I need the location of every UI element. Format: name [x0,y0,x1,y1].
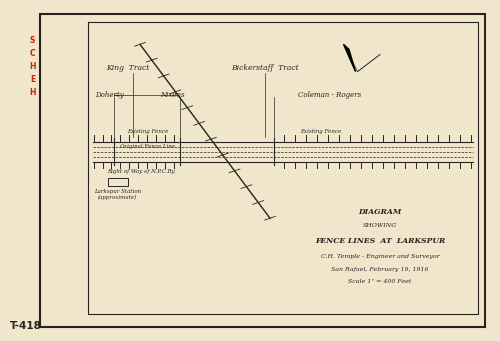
Text: Coleman - Rogers: Coleman - Rogers [298,91,362,100]
Text: H: H [29,62,36,71]
Text: T-418: T-418 [10,321,42,331]
Bar [108,178,128,186]
Text: SHOWING: SHOWING [363,223,397,228]
Text: Scale 1" = 400 Feet: Scale 1" = 400 Feet [348,279,412,284]
Text: Original Fence Line: Original Fence Line [120,144,175,149]
Text: DIAGRAM: DIAGRAM [358,208,402,216]
Text: FENCE LINES  AT  LARKSPUR: FENCE LINES AT LARKSPUR [315,237,445,245]
Text: C: C [30,49,36,58]
Text: H: H [29,88,36,97]
Text: Existing Fence: Existing Fence [128,129,169,134]
Text: Bickerstaff  Tract: Bickerstaff Tract [231,64,299,72]
Text: San Rafael, February 19, 1916: San Rafael, February 19, 1916 [331,267,429,272]
Text: E: E [30,75,35,84]
Text: Right of Way of N.P.C.Ry.: Right of Way of N.P.C.Ry. [108,169,176,175]
Text: C.H. Temple - Engineer and Surveyor: C.H. Temple - Engineer and Surveyor [320,254,440,259]
Text: King  Tract: King Tract [106,64,149,72]
Bar [40,14,485,327]
Text: Existing Fence: Existing Fence [300,129,341,134]
Text: Doherty: Doherty [95,91,124,100]
Text: Nixens: Nixens [160,91,185,100]
Text: S: S [30,36,35,45]
Text: Larkspur Station
(approximate): Larkspur Station (approximate) [94,189,141,200]
Polygon shape [344,44,355,72]
